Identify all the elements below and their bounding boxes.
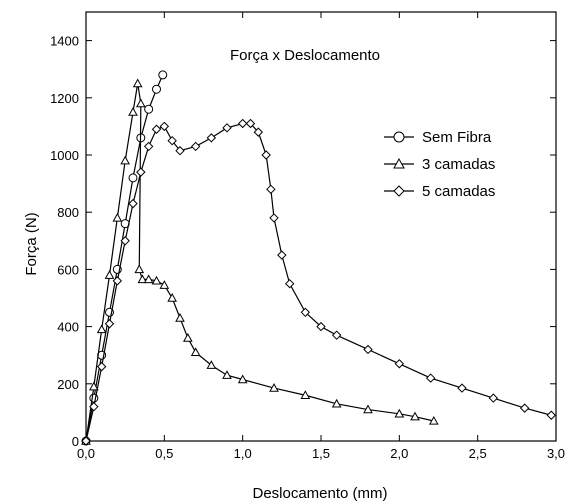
data-point-5-camadas xyxy=(81,436,91,446)
y-tick-label: 1000 xyxy=(50,148,79,163)
data-point-3-camadas xyxy=(159,280,170,289)
x-tick-label: 0,0 xyxy=(77,446,95,461)
data-point-5-camadas xyxy=(488,393,499,403)
data-point-5-camadas xyxy=(245,118,256,129)
data-point-5-camadas xyxy=(143,141,154,152)
data-point-5-camadas xyxy=(151,124,162,134)
data-point-3-camadas xyxy=(120,155,131,165)
data-point-5-camadas xyxy=(89,401,99,412)
data-point-3-camadas xyxy=(428,415,439,425)
data-point-5-camadas xyxy=(266,184,276,195)
y-tick-label: 800 xyxy=(57,205,79,220)
y-tick-label: 200 xyxy=(57,377,79,392)
data-point-3-camadas xyxy=(167,292,178,302)
data-point-3-camadas xyxy=(104,270,115,279)
series-5-camadas xyxy=(81,118,557,446)
x-tick-label: 2,5 xyxy=(469,446,487,461)
data-point-5-camadas xyxy=(222,123,232,133)
x-tick-label: 0,5 xyxy=(155,446,173,461)
data-point-3-camadas xyxy=(363,404,373,414)
data-point-5-camadas xyxy=(104,319,115,329)
data-point-5-camadas xyxy=(237,118,248,129)
data-point-3-camadas xyxy=(269,383,279,392)
data-point-3-camadas xyxy=(128,107,138,116)
y-axis-title: Força (N) xyxy=(23,212,40,275)
data-point-3-camadas xyxy=(410,411,420,421)
data-point-5-camadas xyxy=(190,141,201,152)
data-point-5-camadas xyxy=(206,133,217,143)
data-point-5-camadas xyxy=(96,361,107,372)
data-point-3-camadas xyxy=(331,398,342,408)
data-point-3-camadas xyxy=(132,78,143,88)
data-point-5-camadas xyxy=(136,167,146,177)
x-tick-label: 3,0 xyxy=(547,446,565,461)
x-tick-label: 2,0 xyxy=(390,446,408,461)
data-point-5-camadas xyxy=(457,383,467,393)
data-point-3-camadas xyxy=(151,275,162,285)
plot-frame xyxy=(85,11,557,442)
data-point-5-camadas xyxy=(112,276,123,286)
data-point-sem-fibra xyxy=(158,70,168,80)
legend-marker-sem-fibra xyxy=(393,131,405,143)
data-point-5-camadas xyxy=(175,146,185,156)
data-point-3-camadas xyxy=(143,274,154,284)
data-point-3-camadas xyxy=(300,390,311,399)
plot-area: 0,0 0,5 1,0 1,5 2,0 2,5 3,0 0 200 400 600 800 1000 12… xyxy=(50,11,565,461)
data-point-3-camadas xyxy=(137,274,148,284)
data-point-3-camadas xyxy=(222,370,232,379)
data-point-5-camadas xyxy=(159,121,170,132)
x-tick-label: 1,0 xyxy=(234,446,252,461)
data-point-3-camadas xyxy=(134,264,145,274)
x-axis-title: Deslocamento (mm) xyxy=(252,485,387,502)
y-tick-label: 400 xyxy=(57,320,79,335)
data-point-3-camadas xyxy=(88,381,99,391)
data-point-5-camadas xyxy=(519,403,530,413)
data-point-5-camadas xyxy=(363,344,373,355)
y-tick-label: 1200 xyxy=(50,91,79,106)
data-point-5-camadas xyxy=(253,127,264,137)
y-tick-label: 0 xyxy=(72,434,79,449)
data-point-3-camadas xyxy=(190,347,201,357)
data-point-5-camadas xyxy=(284,278,295,289)
chart-title: Força x Deslocamento xyxy=(230,47,380,64)
data-point-5-camadas xyxy=(128,198,138,209)
data-point-3-camadas xyxy=(112,212,123,222)
legend-marker-3-camadas xyxy=(393,157,405,169)
legend: Sem Fibra 3 camadas 5 camadas xyxy=(384,129,495,200)
legend-label-5-camadas: 5 camadas xyxy=(422,183,495,200)
data-point-sem-fibra xyxy=(152,84,161,94)
legend-label-sem-fibra: Sem Fibra xyxy=(422,129,492,146)
data-point-3-camadas xyxy=(394,408,405,418)
data-point-sem-fibra xyxy=(144,104,154,114)
data-point-3-camadas xyxy=(206,360,217,369)
data-point-5-camadas xyxy=(331,330,342,340)
data-point-5-camadas xyxy=(394,359,405,369)
data-point-5-camadas xyxy=(425,373,436,383)
data-point-3-camadas xyxy=(135,98,146,108)
data-point-5-camadas xyxy=(316,321,326,332)
x-tick-label: 1,5 xyxy=(312,446,330,461)
series-line-3-camadas xyxy=(85,83,434,442)
data-point-5-camadas xyxy=(546,410,557,420)
y-tick-label: 1400 xyxy=(50,34,79,49)
legend-label-3-camadas: 3 camadas xyxy=(422,156,495,173)
data-point-sem-fibra xyxy=(128,173,138,183)
data-point-5-camadas xyxy=(167,135,177,146)
data-point-3-camadas xyxy=(96,324,107,334)
data-point-5-camadas xyxy=(300,307,311,318)
data-point-5-camadas xyxy=(277,250,287,260)
data-point-5-camadas xyxy=(261,150,271,160)
data-point-5-camadas xyxy=(120,236,130,246)
data-point-3-camadas xyxy=(237,374,248,384)
data-point-3-camadas xyxy=(175,312,185,322)
series-3-camadas xyxy=(81,78,439,445)
data-point-3-camadas xyxy=(182,333,193,342)
data-point-5-camadas xyxy=(269,213,279,223)
legend-marker-5-camadas xyxy=(393,185,405,197)
y-tick-label: 600 xyxy=(57,262,79,277)
